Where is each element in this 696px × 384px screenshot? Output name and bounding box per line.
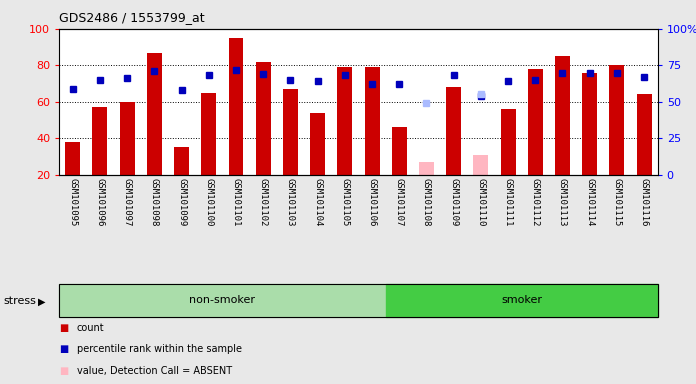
Bar — [528, 69, 543, 175]
Text: GSM101106: GSM101106 — [367, 178, 377, 226]
Text: GSM101099: GSM101099 — [177, 178, 186, 226]
Text: ■: ■ — [59, 366, 68, 376]
Text: smoker: smoker — [501, 295, 542, 306]
Text: GSM101112: GSM101112 — [531, 178, 540, 226]
Bar — [610, 65, 624, 175]
Text: GSM101096: GSM101096 — [95, 178, 104, 226]
Bar — [93, 107, 107, 175]
Text: GSM101097: GSM101097 — [122, 178, 132, 226]
Text: GDS2486 / 1553799_at: GDS2486 / 1553799_at — [59, 12, 205, 25]
Bar — [392, 127, 406, 175]
Text: GSM101116: GSM101116 — [640, 178, 649, 226]
Bar — [120, 102, 134, 175]
Text: GSM101113: GSM101113 — [558, 178, 567, 226]
Text: GSM101109: GSM101109 — [449, 178, 458, 226]
Text: ■: ■ — [59, 344, 68, 354]
Text: GSM101110: GSM101110 — [476, 178, 485, 226]
Text: GSM101103: GSM101103 — [286, 178, 295, 226]
Bar — [65, 142, 80, 175]
Text: ■: ■ — [59, 323, 68, 333]
Text: GSM101114: GSM101114 — [585, 178, 594, 226]
Text: count: count — [77, 323, 104, 333]
Text: percentile rank within the sample: percentile rank within the sample — [77, 344, 242, 354]
Bar — [283, 89, 298, 175]
Text: GSM101115: GSM101115 — [612, 178, 622, 226]
Text: GSM101105: GSM101105 — [340, 178, 349, 226]
Bar — [446, 87, 461, 175]
Bar — [637, 94, 651, 175]
Text: GSM101111: GSM101111 — [504, 178, 512, 226]
Text: GSM101107: GSM101107 — [395, 178, 404, 226]
Bar — [473, 155, 489, 175]
Text: GSM101100: GSM101100 — [205, 178, 213, 226]
Text: GSM101102: GSM101102 — [259, 178, 268, 226]
Text: ▶: ▶ — [38, 296, 46, 306]
Bar — [500, 109, 516, 175]
Bar — [255, 61, 271, 175]
Text: value, Detection Call = ABSENT: value, Detection Call = ABSENT — [77, 366, 232, 376]
Bar — [174, 147, 189, 175]
Bar — [365, 67, 379, 175]
Text: GSM101108: GSM101108 — [422, 178, 431, 226]
Bar — [419, 162, 434, 175]
Text: stress: stress — [3, 296, 36, 306]
Bar — [228, 38, 244, 175]
Text: GSM101104: GSM101104 — [313, 178, 322, 226]
Bar — [310, 113, 325, 175]
Text: GSM101095: GSM101095 — [68, 178, 77, 226]
Bar — [59, 284, 386, 317]
Bar — [555, 56, 570, 175]
Text: GSM101101: GSM101101 — [232, 178, 241, 226]
Bar — [338, 67, 352, 175]
Bar — [201, 93, 216, 175]
Bar — [583, 73, 597, 175]
Text: GSM101098: GSM101098 — [150, 178, 159, 226]
Text: non-smoker: non-smoker — [189, 295, 255, 306]
Bar — [147, 53, 162, 175]
Bar — [386, 284, 658, 317]
